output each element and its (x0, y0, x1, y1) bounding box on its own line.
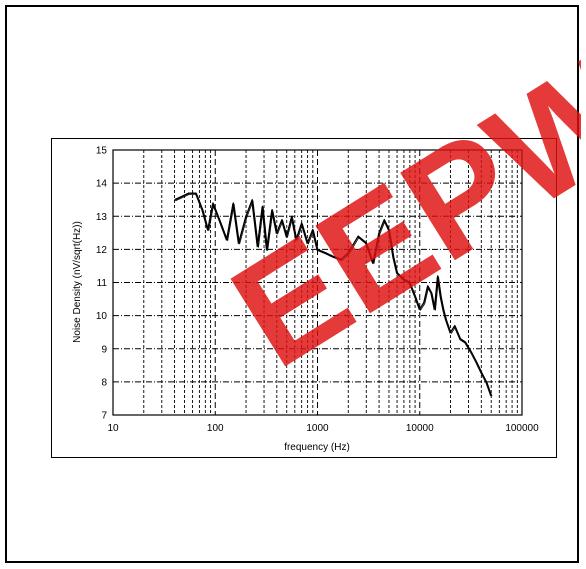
x-tick-label: 10000 (406, 423, 434, 434)
series-layer (173, 192, 493, 397)
plot-area-border (112, 149, 523, 416)
series-line-trace (175, 193, 493, 397)
grid (113, 150, 522, 415)
series-line (174, 192, 492, 396)
y-tick-label: 12 (96, 245, 108, 256)
y-tick-label: 11 (97, 278, 108, 289)
x-tick-label: 100 (207, 423, 224, 434)
chart-panel: 10 100 1000 10000 100000 7 8 9 10 11 12 13 14 15 freq… (51, 138, 557, 458)
y-tick-label: 15 (96, 146, 108, 157)
series-line-trace (173, 193, 491, 397)
x-tick-label: 1000 (306, 423, 329, 434)
x-tick-label: 100000 (505, 423, 539, 434)
y-tick-label: 13 (96, 212, 108, 223)
y-tick-label: 7 (101, 411, 107, 422)
tick-labels: 10 100 1000 10000 100000 7 8 9 10 11 12 13 14 15 (96, 146, 539, 435)
noise-density-chart: 10 100 1000 10000 100000 7 8 9 10 11 12 13 14 15 freq… (72, 146, 539, 454)
y-tick-label: 10 (96, 311, 108, 322)
y-tick-label: 9 (101, 344, 107, 355)
x-tick-label: 10 (107, 423, 119, 434)
y-tick-label: 8 (101, 377, 107, 388)
image-frame: 10 100 1000 10000 100000 7 8 9 10 11 12 13 14 15 freq… (5, 5, 581, 563)
y-tick-label: 14 (96, 179, 108, 190)
y-axis-label: Noise Density (nV/sqrt(Hz)) (72, 221, 83, 343)
x-axis-label: frequency (Hz) (284, 442, 350, 453)
